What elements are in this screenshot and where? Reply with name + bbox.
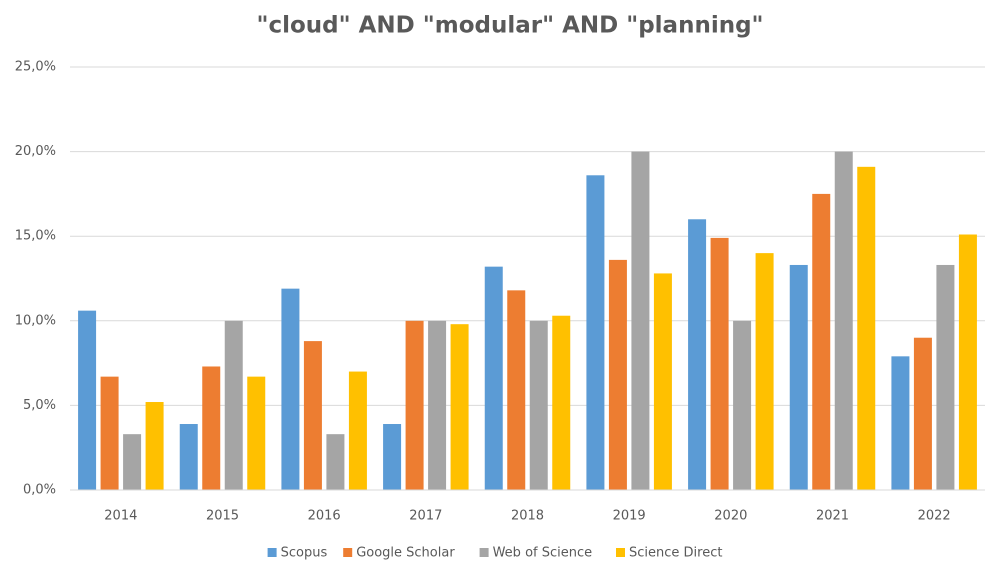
legend-label: Science Direct	[629, 546, 722, 561]
y-tick-label: 0,0%	[23, 483, 56, 498]
bar	[224, 320, 243, 490]
legend-label: Scopus	[281, 546, 328, 561]
legend-swatch	[616, 548, 625, 557]
x-tick-label: 2021	[816, 509, 849, 524]
y-tick-label: 5,0%	[23, 398, 56, 413]
bar	[733, 320, 752, 490]
bar	[755, 253, 774, 490]
bar	[202, 366, 221, 490]
bar	[100, 376, 119, 490]
x-tick-label: 2014	[104, 509, 137, 524]
x-tick-label: 2017	[409, 509, 442, 524]
bar	[958, 234, 977, 490]
legend-label: Web of Science	[493, 546, 593, 561]
legend-swatch	[267, 548, 277, 557]
bar	[247, 376, 266, 490]
bar	[428, 320, 447, 490]
bar	[812, 193, 831, 490]
bar	[326, 434, 345, 490]
bar	[608, 259, 627, 490]
bar	[145, 402, 164, 490]
legend-swatch	[343, 548, 353, 557]
bar	[789, 264, 808, 490]
bar	[653, 273, 672, 490]
bar	[913, 337, 932, 490]
bar	[552, 315, 571, 490]
bar	[529, 320, 548, 490]
legend-label: Google Scholar	[356, 546, 455, 561]
x-tick-label: 2018	[511, 509, 544, 524]
bar	[78, 310, 97, 490]
bar	[834, 151, 853, 490]
bar	[405, 320, 424, 490]
bar	[631, 151, 650, 490]
bar	[936, 264, 955, 490]
bar	[303, 341, 322, 490]
bar	[857, 166, 876, 490]
y-tick-label: 20,0%	[15, 144, 56, 159]
bar	[123, 434, 142, 490]
bar	[450, 324, 469, 490]
bar	[710, 237, 729, 490]
x-tick-label: 2020	[714, 509, 747, 524]
bar	[484, 266, 503, 490]
bar	[348, 371, 367, 490]
y-tick-label: 15,0%	[15, 229, 56, 244]
bar	[507, 290, 526, 490]
x-tick-label: 2015	[206, 509, 239, 524]
chart-title: "cloud" AND "modular" AND "planning"	[256, 13, 763, 39]
legend-swatch	[479, 548, 489, 557]
bar	[586, 175, 605, 490]
bar	[179, 424, 198, 490]
y-tick-label: 25,0%	[15, 60, 56, 75]
x-tick-label: 2019	[613, 509, 646, 524]
bar	[891, 356, 910, 490]
x-tick-label: 2022	[918, 509, 951, 524]
bar	[688, 219, 707, 490]
y-tick-label: 10,0%	[15, 313, 56, 328]
x-tick-label: 2016	[308, 509, 341, 524]
bar	[281, 288, 300, 490]
bar	[383, 424, 402, 490]
